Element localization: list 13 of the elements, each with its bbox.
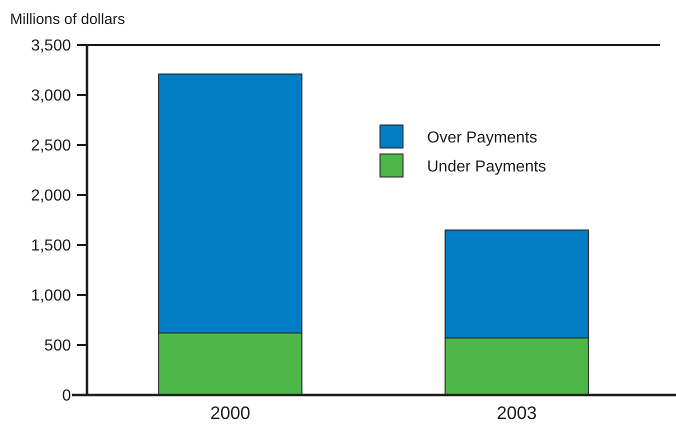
y-tick-label: 2,000 bbox=[30, 188, 72, 205]
legend-label: Over Payments bbox=[427, 130, 538, 147]
y-axis-title: Millions of dollars bbox=[10, 11, 126, 28]
y-tick-label: 1,500 bbox=[30, 238, 72, 255]
y-tick-label: 0 bbox=[62, 388, 72, 405]
y-tick-label: 3,500 bbox=[30, 38, 72, 55]
y-tick-label: 3,000 bbox=[30, 88, 72, 105]
y-tick-label: 1,000 bbox=[30, 288, 72, 305]
legend-label: Under Payments bbox=[427, 158, 546, 176]
y-tick-label: 500 bbox=[44, 338, 72, 355]
y-tick-label: 2,500 bbox=[30, 138, 72, 155]
x-tick-label: 2000 bbox=[210, 403, 250, 423]
x-tick-label: 2003 bbox=[496, 403, 537, 423]
